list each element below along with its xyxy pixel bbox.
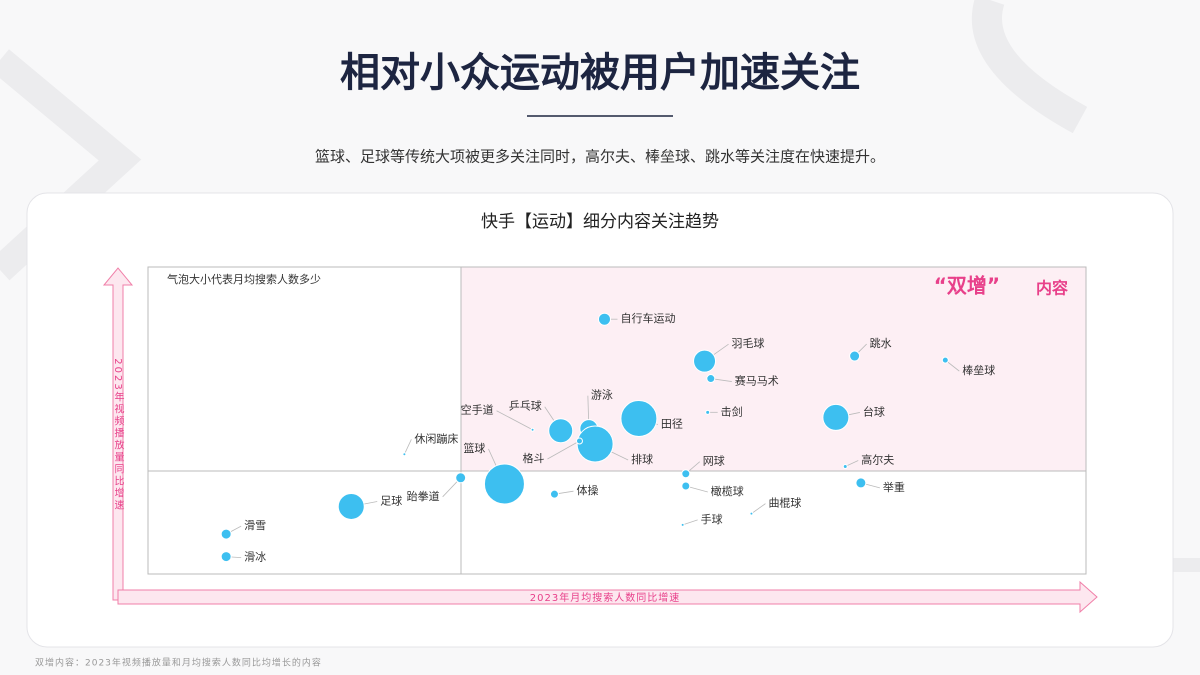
- bubble-label: 跆拳道: [407, 489, 440, 503]
- panel-title: 快手【运动】细分内容关注趋势: [481, 212, 719, 232]
- bubble-label: 足球: [380, 493, 402, 507]
- leader-line: [751, 503, 766, 514]
- subtitle: 篮球、足球等传统大项被更多关注同时，高尔夫、棒垒球、跳水等关注度在快速提升。: [315, 148, 885, 166]
- quadrant-text: 内容: [1036, 279, 1068, 298]
- bubble-label: 橄榄球: [711, 484, 744, 498]
- title: 相对小众运动被用户加速关注: [340, 50, 860, 96]
- bubble: [681, 469, 691, 479]
- bubble: [693, 349, 717, 373]
- bubble-label: 滑冰: [244, 551, 266, 564]
- y-axis-label: 2023年视频播放量同比增速: [112, 358, 124, 511]
- bubble-label: 篮球: [463, 441, 485, 455]
- bubble-label: 游泳: [591, 388, 613, 402]
- bubble: [220, 551, 232, 563]
- bubble: [706, 374, 716, 384]
- bubble: [849, 350, 861, 362]
- bubble: [597, 312, 611, 326]
- bubble-label: 网球: [703, 454, 725, 468]
- bubble: [842, 464, 848, 470]
- x-axis-label: 2023年月均搜索人数同比增速: [530, 591, 680, 604]
- bubble: [822, 403, 850, 431]
- bubble-label: 赛马马术: [735, 374, 779, 388]
- bubble: [681, 481, 691, 491]
- bubble-label: 羽毛球: [732, 336, 765, 350]
- bubble: [855, 477, 867, 489]
- bubble-label: 田径: [661, 417, 683, 430]
- bubble: [402, 452, 407, 457]
- bubble-label: 排球: [631, 452, 653, 466]
- bubble: [576, 425, 614, 463]
- bubble: [549, 489, 559, 499]
- bubble: [455, 472, 467, 484]
- bubble-label: 体操: [576, 483, 598, 497]
- bubble-label: 棒垒球: [962, 363, 995, 377]
- bubble: [220, 528, 232, 540]
- bubble-label: 休闲蹦床: [414, 431, 458, 445]
- bubble-label: 手球: [701, 512, 723, 526]
- bubble: [575, 437, 583, 445]
- bubble: [483, 463, 525, 505]
- bubble: [548, 418, 574, 444]
- bubble-label: 举重: [883, 480, 905, 494]
- bubble-label: 空手道: [461, 403, 494, 417]
- bubble-label: 格斗: [522, 451, 544, 465]
- bubble-label: 跳水: [870, 336, 892, 350]
- bubble: [749, 511, 754, 516]
- bubble-label: 自行车运动: [620, 311, 675, 325]
- bubble: [337, 492, 365, 520]
- footnote: 双增内容：2023年视频播放量和月均搜索人数同比均增长的内容: [35, 657, 322, 669]
- bubble-label: 高尔夫: [861, 453, 894, 467]
- leader-line: [496, 410, 533, 431]
- bubble: [620, 399, 658, 437]
- x-arrow: [117, 580, 1098, 614]
- bubble-label: 乒乓球: [509, 399, 542, 413]
- leader-line: [547, 440, 580, 460]
- decoration: [971, 0, 1088, 134]
- y-arrow: [102, 267, 134, 601]
- bubble: [680, 522, 685, 527]
- bubble-label: 曲棍球: [768, 496, 801, 510]
- leader-line: [682, 519, 698, 526]
- bubble: [705, 409, 711, 415]
- bubble: [941, 356, 949, 364]
- leader-line: [404, 439, 412, 455]
- bubble-label: 击剑: [721, 404, 743, 418]
- quadrant-quote: “双增”: [934, 274, 1000, 298]
- plot-frame: [147, 266, 1087, 575]
- bubble: [530, 427, 535, 432]
- bubble-label: 台球: [863, 404, 885, 418]
- size-note: 气泡大小代表月均搜索人数多少: [167, 272, 321, 286]
- bubble-label: 滑雪: [244, 519, 266, 532]
